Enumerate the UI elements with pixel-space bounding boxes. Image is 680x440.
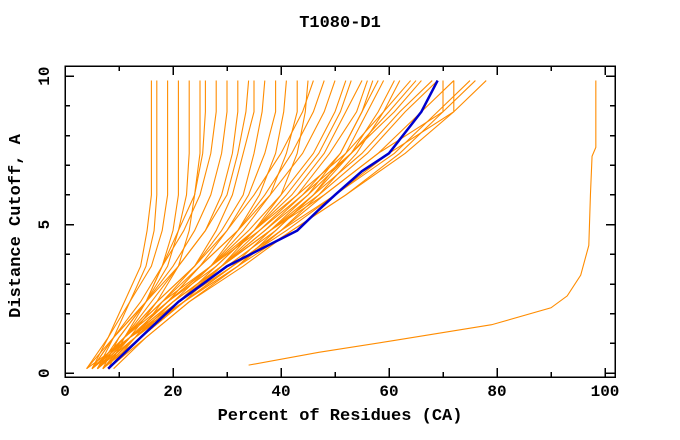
y-tick-label: 0 [36,368,54,378]
highlight-model-line [107,79,439,370]
model-line [91,80,190,369]
model-line [97,80,412,370]
model-line [96,80,158,369]
model-line [97,80,471,370]
x-tick-label: 100 [591,383,620,401]
x-tick-label: 20 [163,383,182,401]
model-line [91,80,217,369]
model-line [91,80,363,370]
model-line [86,80,374,370]
model-line [91,80,422,370]
model-line [96,80,201,370]
outlier-model-line [248,80,597,366]
model-line [107,80,206,369]
x-tick-label: 80 [487,383,506,401]
axes-frame [64,65,616,378]
y-axis-label: Distance Cutoff, A [7,133,26,317]
x-tick-label: 60 [379,383,398,401]
x-axis-label: Percent of Residues (CA) [218,407,463,426]
x-tick-label: 40 [271,383,290,401]
model-line [96,80,314,370]
x-tick-label: 0 [60,383,70,401]
y-tick-label: 5 [36,220,54,230]
chart-title: T1080-D1 [299,14,381,33]
model-lines-layer [86,79,597,370]
model-line [96,80,228,369]
model-line [107,80,444,370]
model-line [91,80,395,370]
y-tick-label: 10 [36,66,54,85]
plot-frame [64,65,616,378]
model-line [86,80,169,369]
model-line [86,80,250,370]
model-line [91,80,152,369]
tick-labels: 0 20 40 60 80 100 0 5 10 [36,66,619,401]
